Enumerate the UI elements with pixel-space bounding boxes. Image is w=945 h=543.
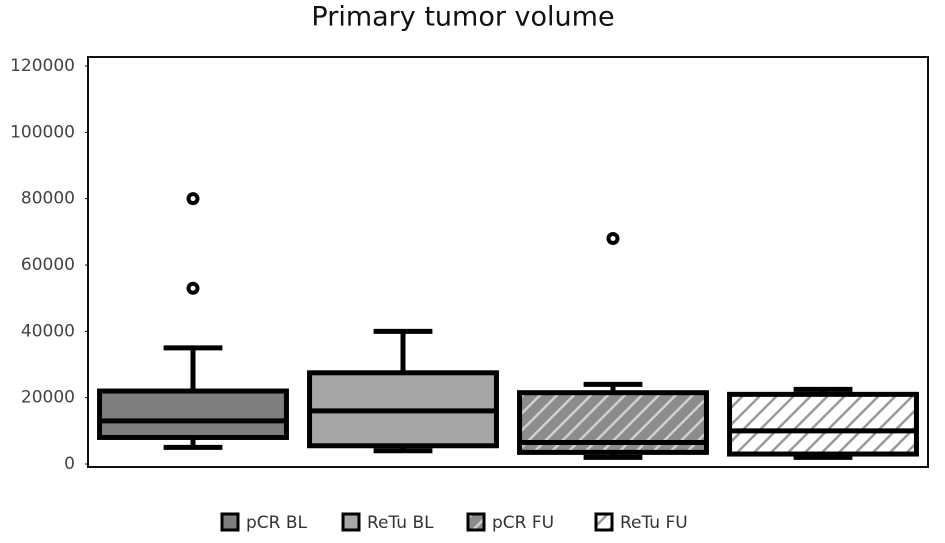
y-tick-label: 20000	[21, 388, 75, 408]
legend-label: ReTu BL	[367, 513, 434, 533]
y-tick-label: 40000	[21, 321, 75, 341]
y-tick-label: 80000	[21, 189, 75, 209]
legend-swatch	[594, 512, 614, 532]
outlier	[186, 281, 200, 295]
legend-swatch	[466, 512, 486, 532]
legend-swatch	[341, 512, 361, 532]
outlier	[186, 192, 200, 206]
legend-label: pCR BL	[246, 513, 308, 533]
legend-swatch	[220, 512, 240, 532]
plot-frame	[87, 56, 929, 468]
outlier	[606, 231, 620, 245]
y-tick-label: 60000	[21, 255, 75, 275]
box	[97, 388, 289, 440]
legend-label: pCR FU	[492, 513, 554, 533]
chart-title: Primary tumor volume	[311, 2, 614, 33]
y-tick-label: 100000	[10, 122, 75, 142]
legend-label: ReTu FU	[620, 513, 688, 533]
y-tick-label: 0	[64, 454, 75, 474]
y-tick-label: 120000	[10, 56, 75, 76]
box	[727, 391, 919, 457]
